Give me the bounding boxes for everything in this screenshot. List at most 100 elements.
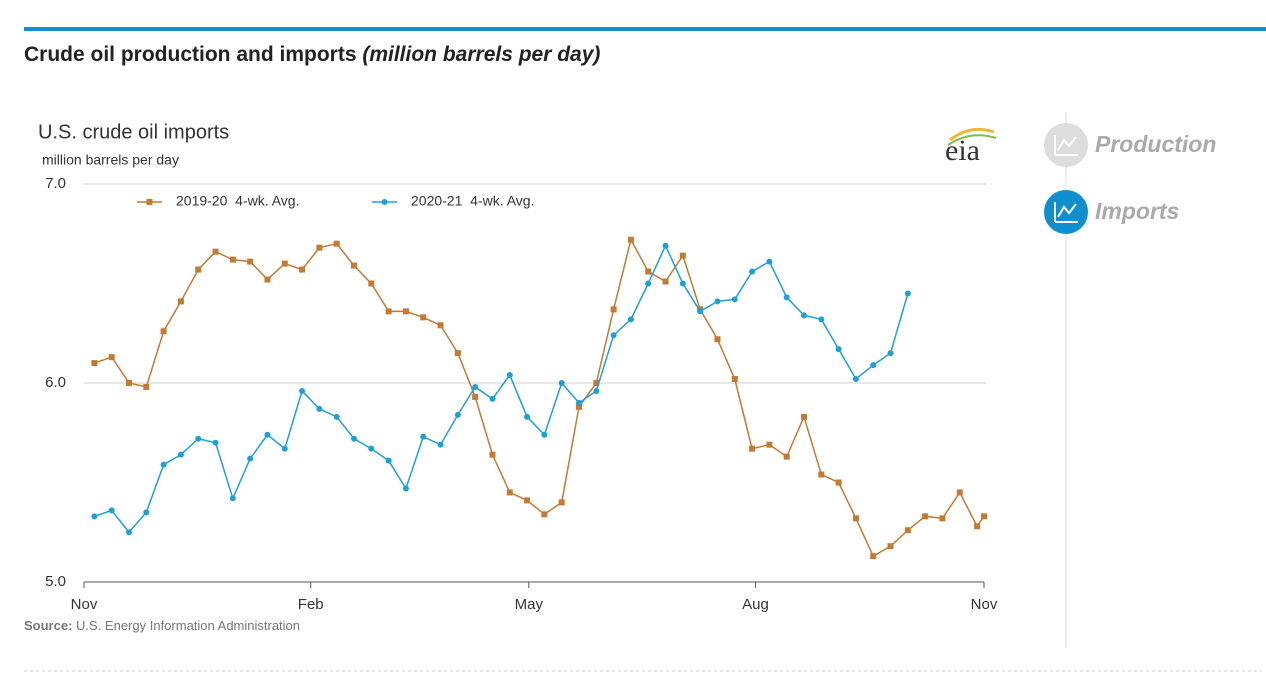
page-title: Crude oil production and imports (millio… xyxy=(24,43,600,66)
marker xyxy=(385,308,392,315)
marker xyxy=(247,455,254,462)
marker xyxy=(247,258,254,265)
y-axis-label: million barrels per day xyxy=(42,152,179,168)
marker xyxy=(835,479,842,486)
y-tick-label: 5.0 xyxy=(45,573,66,590)
marker xyxy=(368,445,375,452)
marker xyxy=(91,513,98,520)
marker xyxy=(801,413,807,420)
marker xyxy=(316,405,323,412)
marker xyxy=(956,489,963,496)
tab-glyph xyxy=(1054,135,1078,156)
logo: eia xyxy=(945,134,980,167)
marker xyxy=(645,268,652,275)
marker xyxy=(593,380,600,386)
marker xyxy=(558,380,565,386)
marker xyxy=(887,350,894,357)
marker xyxy=(195,266,202,273)
logo-arc xyxy=(949,127,995,142)
marker xyxy=(385,457,392,464)
marker xyxy=(981,513,987,520)
marker xyxy=(852,515,859,522)
marker xyxy=(420,314,427,321)
marker xyxy=(229,495,236,502)
marker xyxy=(264,431,271,438)
marker xyxy=(835,346,842,353)
marker xyxy=(212,439,219,446)
marker xyxy=(454,350,461,357)
chart-title: U.S. crude oil imports xyxy=(38,121,229,143)
legend-label: 2020-21 4-wk. Avg. xyxy=(411,193,534,209)
marker xyxy=(489,451,496,458)
marker xyxy=(368,280,375,287)
marker xyxy=(818,316,825,323)
marker xyxy=(904,290,911,297)
marker xyxy=(627,316,634,323)
marker xyxy=(299,266,306,273)
marker xyxy=(818,471,825,478)
marker xyxy=(472,383,479,390)
marker xyxy=(541,431,548,438)
marker xyxy=(402,485,409,492)
marker xyxy=(333,413,340,420)
series-line xyxy=(94,243,909,534)
marker xyxy=(281,445,288,452)
marker xyxy=(801,312,807,319)
tab[interactable]: Imports xyxy=(1044,190,1179,234)
x-tick-label: May xyxy=(515,596,544,613)
marker xyxy=(541,511,548,518)
tab-icon[interactable] xyxy=(1044,123,1088,167)
marker xyxy=(126,380,132,386)
marker xyxy=(697,308,704,315)
marker xyxy=(593,387,600,394)
tab[interactable]: Production xyxy=(1044,123,1216,167)
marker xyxy=(922,513,929,520)
marker xyxy=(420,433,427,440)
source: Source: U.S. Energy Information Administ… xyxy=(24,618,300,633)
marker xyxy=(160,461,167,468)
marker xyxy=(472,393,479,400)
x-tick-label: Feb xyxy=(298,596,324,613)
marker xyxy=(679,280,686,287)
marker xyxy=(126,529,132,536)
top-bar xyxy=(24,27,1266,31)
marker xyxy=(627,236,634,243)
marker xyxy=(714,336,721,343)
y-tick-label: 7.0 xyxy=(45,175,66,192)
marker xyxy=(402,308,409,315)
marker xyxy=(662,242,669,249)
marker xyxy=(229,256,236,263)
marker xyxy=(870,362,877,369)
marker xyxy=(731,376,738,383)
marker xyxy=(437,441,444,448)
marker xyxy=(351,262,357,269)
marker xyxy=(645,280,652,287)
marker xyxy=(749,268,756,275)
title-main: Crude oil production and imports xyxy=(24,43,357,66)
marker xyxy=(177,298,184,305)
marker xyxy=(783,453,790,460)
marker xyxy=(177,451,184,458)
marker xyxy=(524,497,531,504)
tab-label[interactable]: Production xyxy=(1095,131,1216,157)
marker xyxy=(160,328,167,335)
marker xyxy=(264,276,271,283)
marker xyxy=(524,413,531,420)
legend-marker xyxy=(381,199,388,205)
marker xyxy=(974,523,981,530)
marker xyxy=(662,278,669,285)
tab-icon[interactable] xyxy=(1044,190,1088,234)
title-unit: (million barrels per day) xyxy=(362,43,600,66)
marker xyxy=(108,354,115,361)
marker xyxy=(333,240,340,247)
marker xyxy=(679,252,686,259)
marker xyxy=(576,403,582,410)
marker xyxy=(506,372,513,379)
marker xyxy=(939,515,946,522)
marker xyxy=(783,294,790,301)
marker xyxy=(610,332,617,339)
marker xyxy=(852,376,859,383)
marker xyxy=(714,298,721,305)
marker xyxy=(766,258,773,265)
tab-label[interactable]: Imports xyxy=(1095,198,1179,224)
